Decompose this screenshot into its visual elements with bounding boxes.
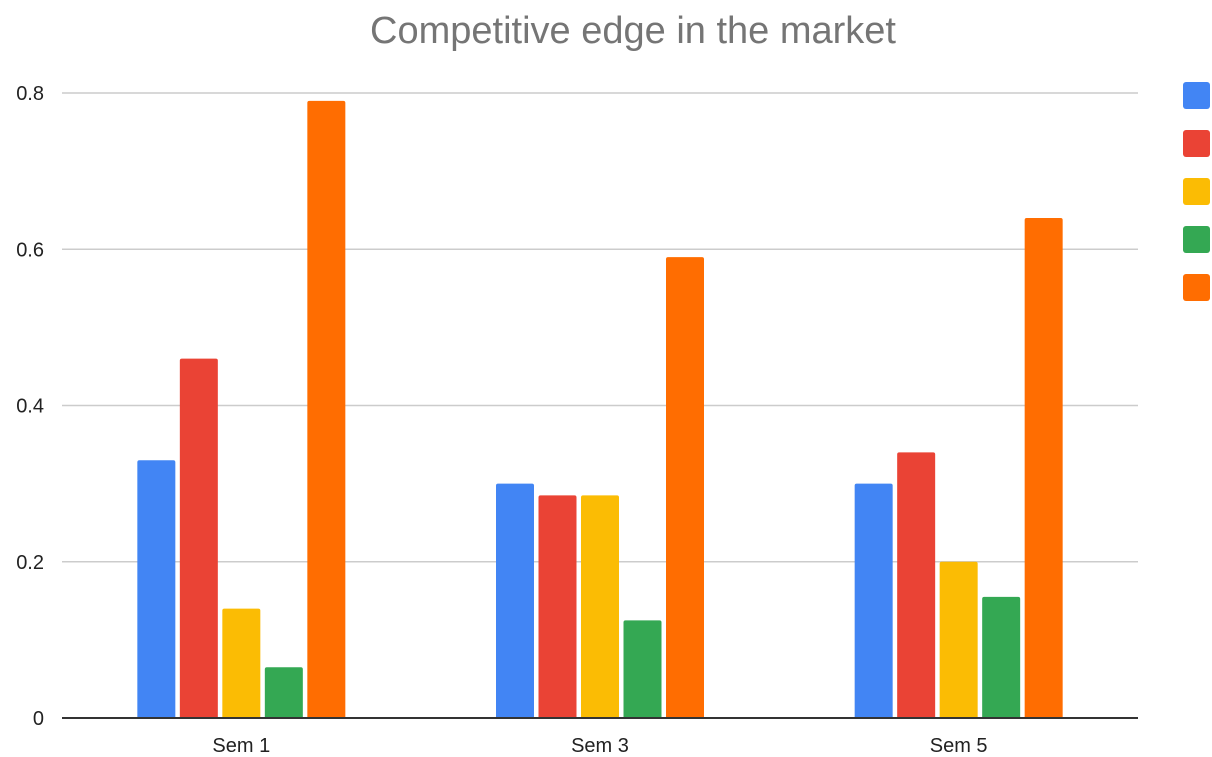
y-tick-label: 0	[33, 708, 44, 730]
bar	[222, 608, 261, 718]
legend-swatch	[1183, 82, 1210, 109]
bar	[581, 495, 619, 718]
legend-swatch	[1183, 226, 1210, 253]
bar	[982, 596, 1021, 718]
legend-swatch	[1183, 178, 1210, 205]
x-tick-label: Sem 3	[571, 735, 629, 757]
bar	[897, 452, 936, 718]
bar	[496, 483, 534, 718]
legend-swatch	[1183, 274, 1210, 301]
bar	[939, 561, 978, 718]
y-axis-tick-labels: 0 0.2 0.4 0.6 0.8	[16, 83, 44, 730]
y-tick-label: 0.8	[16, 83, 44, 105]
bar	[854, 483, 893, 718]
chart-title: Competitive edge in the market	[370, 10, 896, 52]
gridlines	[62, 92, 1138, 563]
y-tick-label: 0.2	[16, 552, 44, 574]
bar	[1024, 218, 1063, 718]
x-axis-tick-labels: Sem 1 Sem 3 Sem 5	[212, 735, 987, 757]
bar	[264, 667, 303, 718]
legend	[1183, 82, 1210, 301]
bar	[307, 100, 346, 718]
y-tick-label: 0.4	[16, 396, 44, 418]
bar	[137, 460, 176, 718]
bars	[137, 100, 1063, 718]
y-tick-label: 0.6	[16, 239, 44, 261]
bar	[538, 495, 577, 718]
legend-swatch	[1183, 130, 1210, 157]
bar	[179, 358, 218, 718]
bar	[623, 620, 662, 718]
bar	[666, 257, 704, 718]
x-tick-label: Sem 1	[212, 735, 270, 757]
x-tick-label: Sem 5	[930, 735, 988, 757]
